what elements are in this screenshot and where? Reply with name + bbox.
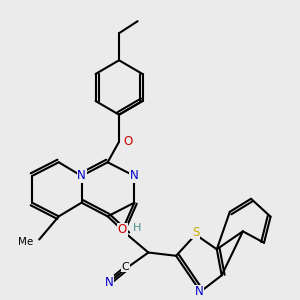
Text: H: H — [133, 223, 141, 233]
Text: N: N — [130, 169, 139, 182]
Text: N: N — [194, 285, 203, 298]
Text: N: N — [105, 276, 114, 289]
Text: N: N — [77, 169, 86, 182]
Text: O: O — [123, 135, 132, 148]
Text: Me: Me — [18, 237, 33, 247]
Text: S: S — [192, 226, 199, 238]
Text: O: O — [118, 223, 127, 236]
Text: C: C — [122, 262, 129, 272]
